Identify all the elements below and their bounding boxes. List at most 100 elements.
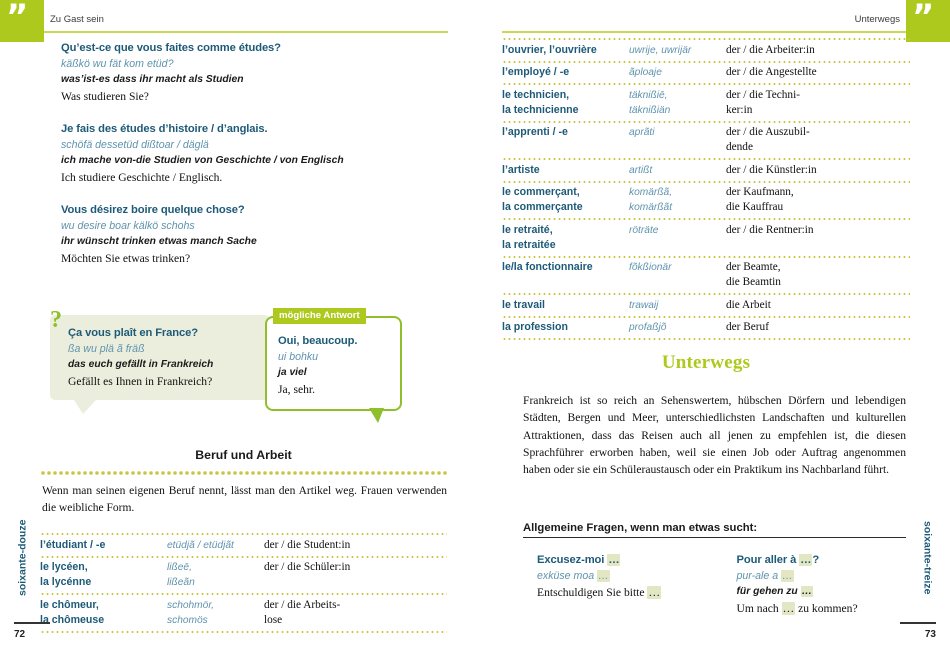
french-line: la retraitée [502, 238, 556, 251]
phonetic-line: schohmör, [167, 599, 214, 611]
german-line: der / die Angestellte [726, 66, 817, 78]
literal-translation: für gehen zu … [737, 584, 907, 600]
answer-badge: mögliche Antwort [273, 308, 366, 324]
section-dotted-rule [40, 471, 447, 475]
cell-phonetic: ãploaje [629, 65, 726, 80]
phonetic-phrase: ßa wu plä ã fräß [68, 343, 145, 355]
german-translation: Ich studiere Geschichte / Englisch. [61, 171, 223, 184]
phonetic-line: täknißiän [629, 104, 671, 116]
table-row: l’ouvrier, l’ouvrière uwrije, uwrijär de… [502, 40, 910, 61]
german-line: der / die Student:in [264, 538, 351, 551]
row-separator [40, 630, 447, 633]
section-heading: Beruf und Arbeit [195, 448, 292, 462]
page-number-right: 73 [924, 629, 936, 640]
french-text: Pour aller à [736, 554, 800, 566]
literal-translation: ihr wünscht trinken etwas manch Sache [61, 236, 257, 247]
chapter-title: Unterwegs [661, 352, 751, 373]
phonetic-line: profaßjõ [629, 322, 667, 333]
cell-german: der / die Schüler:in [264, 560, 447, 575]
row-separator [502, 60, 910, 63]
cell-french: l’apprenti / -e [502, 125, 629, 140]
french-line: l’étudiant / -e [40, 538, 106, 551]
phonetic-line: komärßãt [629, 202, 673, 213]
row-separator [502, 180, 910, 183]
sub-heading: Allgemeine Fragen, wenn man etwas sucht: [523, 522, 906, 538]
phonetic-phrase: pur-ale a … [737, 568, 907, 584]
dialog-entry: Je fais des études d’histoire / d’anglai… [61, 121, 447, 186]
french-line: le lycéen, [40, 561, 88, 573]
table-row: l’étudiant / -e etüdjã / etüdjãt der / d… [40, 535, 447, 556]
row-separator [502, 158, 910, 160]
row-separator [502, 293, 910, 295]
german-translation: Entschuldigen Sie bitte … [537, 584, 707, 601]
phonetic-line: uwrije, uwrijär [629, 44, 692, 56]
literal-translation: das euch gefällt in Frankreich [68, 359, 214, 370]
german-line: ker:in [726, 103, 753, 116]
answer-bubble-box: mögliche Antwort Oui, beaucoup. ui bohku… [265, 308, 402, 423]
cell-german: der / die Auszubil- dende [726, 125, 910, 155]
row-separator [40, 533, 447, 535]
phrase-entry: Excusez-moi … exküse moa … Entschuldigen… [537, 552, 707, 617]
german-translation: Ja, sehr. [278, 383, 316, 396]
page-number-left: 72 [14, 629, 26, 640]
french-text-tail: ? [812, 554, 820, 566]
german-line: der Beamte, [726, 261, 781, 273]
literal-translation: ich mache von-die Studien von Geschichte… [61, 155, 344, 166]
german-line: der / die Techni- [726, 88, 800, 101]
german-line: der Beruf [726, 321, 769, 333]
french-line: la profession [502, 321, 568, 333]
cell-french: l’artiste [502, 163, 629, 178]
german-translation: Gefällt es Ihnen in Frankreich? [68, 375, 213, 388]
running-head-left: Zu Gast sein [50, 14, 104, 25]
cell-german: der / die Student:in [264, 538, 447, 553]
cell-phonetic: fõkßionär [629, 260, 726, 275]
row-separator [502, 255, 910, 258]
german-text-tail: zu kommen? [795, 602, 858, 615]
placeholder-highlight: … [781, 570, 794, 582]
placeholder-highlight: … [781, 602, 796, 615]
german-translation: Um nach … zu kommen? [737, 600, 907, 617]
row-separator [502, 83, 910, 85]
literal-text: für gehen zu [736, 586, 801, 597]
cell-french: le chômeur, la chômeuse [40, 598, 167, 628]
folio-rule-left [14, 622, 50, 624]
french-line: la technicienne [502, 103, 579, 116]
french-phrase: Oui, beaucoup. [278, 335, 358, 347]
literal-translation: was’ist-es dass ihr macht als Studien [61, 74, 244, 85]
cell-german: die Arbeit [726, 298, 910, 313]
cell-french: le lycéen, la lycénne [40, 560, 167, 590]
row-separator [502, 218, 910, 220]
cell-german: der / die Rentner:in [726, 223, 910, 238]
german-line: der / die Künstler:in [726, 163, 817, 176]
german-translation: Was studieren Sie? [61, 90, 149, 103]
left-page: ” Zu Gast sein Qu’est-ce que vous faites… [0, 0, 448, 640]
vocab-table-left: l’étudiant / -e etüdjã / etüdjãt der / d… [40, 533, 447, 633]
french-phrase: Pour aller à …? [737, 552, 907, 568]
german-line: die Arbeit [726, 298, 771, 311]
phonetic-line: trawaij [629, 299, 659, 311]
table-row: le technicien, la technicienne täknißiē,… [502, 85, 910, 121]
cell-phonetic: lißeē, lißeãn [167, 560, 264, 590]
german-line: der / die Auszubil- [726, 126, 810, 138]
row-separator [502, 120, 910, 123]
table-row: le commerçant, la commerçante komärßã, k… [502, 183, 910, 219]
cell-phonetic: komärßã, komärßãt [629, 185, 726, 215]
cell-german: der / die Techni- ker:in [726, 88, 910, 118]
cell-phonetic: aprãti [629, 125, 726, 140]
phonetic-phrase: ui bohku [278, 351, 319, 363]
right-page: ” Unterwegs l’ouvrier, l’ouvrière uwrije… [475, 0, 950, 648]
running-head-right: Unterwegs [854, 14, 900, 25]
table-row: l’artiste artißt der / die Künstler:in [502, 160, 910, 181]
french-line: l’ouvrier, l’ouvrière [502, 43, 597, 56]
phonetic-line: lißeãn [167, 577, 195, 588]
german-line: der / die Rentner:in [726, 223, 814, 236]
table-row: le/la fonctionnaire fõkßionär der Beamte… [502, 258, 910, 294]
phonetic-phrase: exküse moa … [537, 568, 707, 584]
german-line: dende [726, 141, 753, 153]
placeholder-highlight: … [800, 586, 813, 597]
dialog-list: Qu’est-ce que vous faites comme études? … [61, 40, 447, 283]
cell-phonetic: trawaij [629, 298, 726, 313]
quote-mark-block-left: ” [0, 0, 44, 42]
phonetic-text: exküse moa [537, 570, 598, 582]
